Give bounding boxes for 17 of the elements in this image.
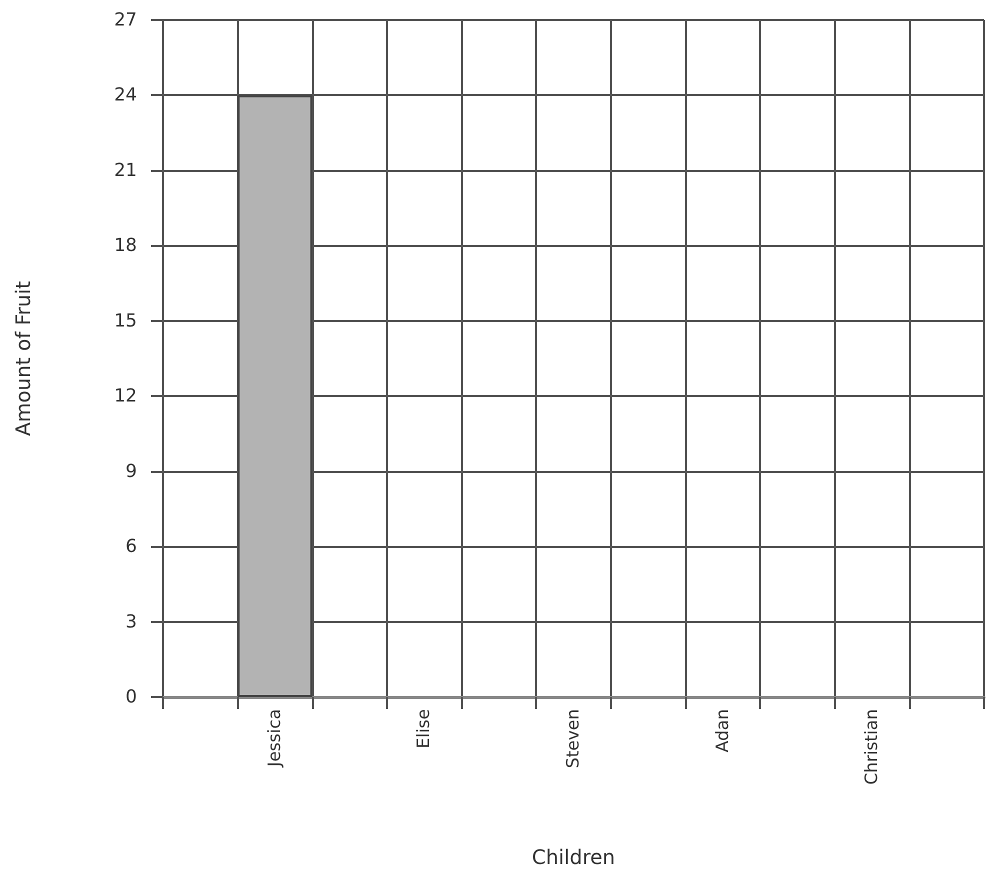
y-tick-label: 24 <box>114 84 137 106</box>
x-tick-label: Adan <box>712 709 733 752</box>
y-axis-title: Amount of Fruit <box>11 280 35 436</box>
y-tick-label: 21 <box>114 160 137 181</box>
y-tick-label: 9 <box>126 460 137 482</box>
y-tick-label: 0 <box>126 686 137 708</box>
y-tick-label: 12 <box>114 386 137 407</box>
x-tick-label: Steven <box>564 709 584 768</box>
x-tick-label: Elise <box>414 709 434 749</box>
x-tick-label: Christian <box>862 709 882 785</box>
y-tick-label: 18 <box>114 235 137 256</box>
x-axis-title: Children <box>532 845 616 869</box>
y-tick-label: 27 <box>114 10 137 30</box>
y-tick-label: 6 <box>126 536 137 558</box>
y-tick-label: 3 <box>126 611 137 632</box>
y-tick-label: 15 <box>114 310 137 332</box>
x-tick-label: Jessica <box>264 709 285 768</box>
